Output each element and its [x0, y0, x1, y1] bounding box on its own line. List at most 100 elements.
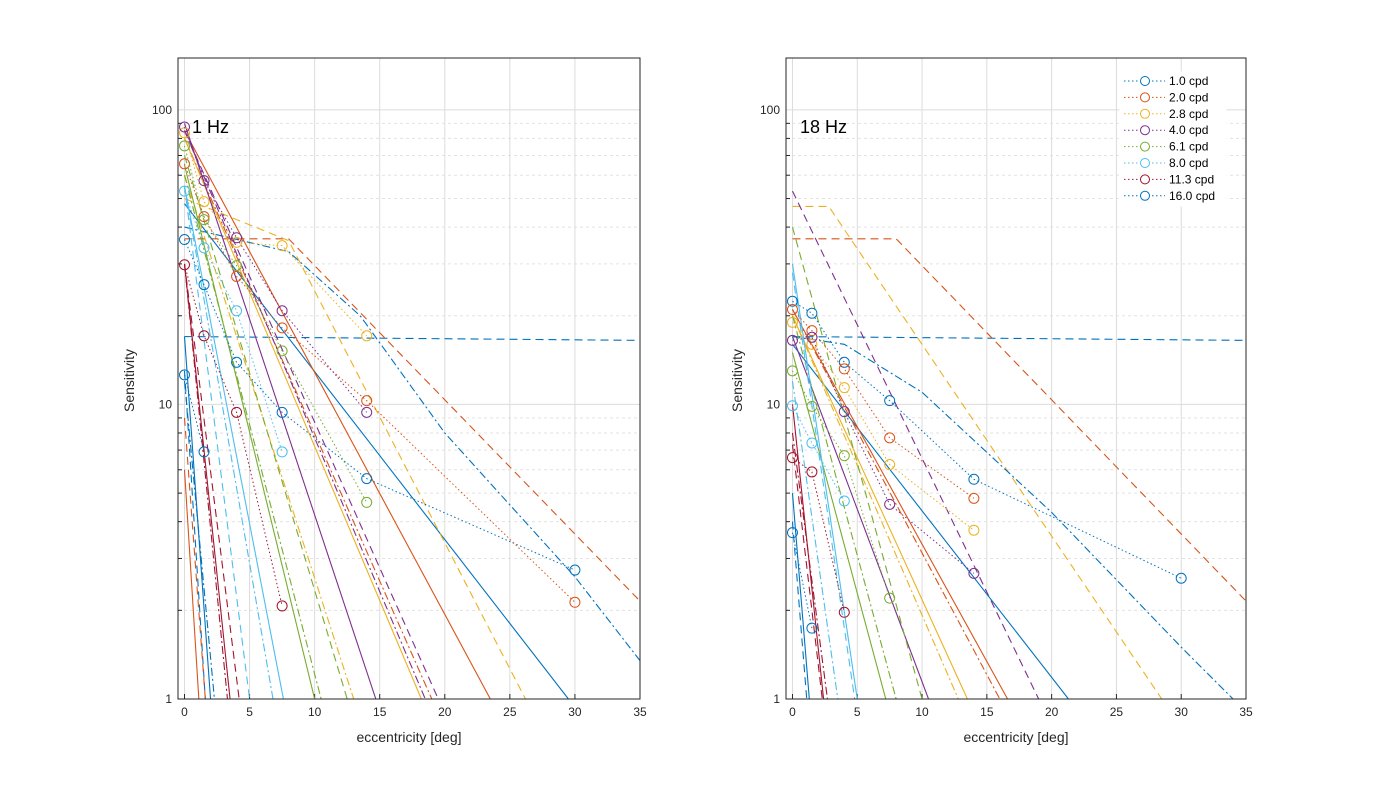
- model-line: [792, 336, 1246, 341]
- x-tick-label: 35: [633, 705, 647, 719]
- legend-marker: [1140, 108, 1150, 119]
- model-line: [183, 164, 316, 699]
- annotation-frequency: 18 Hz: [800, 117, 847, 137]
- axes-18hz: 1 10 100 0 5 10 15 20 25 30 35 18 Hz eccentricity [d…: [729, 57, 1253, 745]
- data-point: [786, 334, 798, 346]
- data-point: [838, 406, 850, 418]
- model-line: [183, 155, 348, 699]
- data-point: [786, 365, 798, 377]
- y-tick-label: 100: [760, 103, 780, 117]
- model-line: [183, 263, 240, 699]
- data-point: [198, 330, 210, 342]
- x-tick-label: 25: [1110, 705, 1124, 719]
- data-point: [968, 524, 980, 536]
- legend-item: 16.0 cpd: [1124, 189, 1215, 203]
- x-tick-label: 0: [181, 705, 188, 719]
- model-line: [183, 263, 229, 699]
- model-line: [791, 226, 923, 699]
- model-line: [183, 175, 355, 699]
- model-line: [184, 226, 640, 661]
- data-point: [806, 331, 818, 343]
- model-line: [791, 381, 839, 699]
- data-point: [806, 400, 818, 412]
- series-line: [184, 264, 283, 607]
- data-point: [806, 466, 818, 478]
- model-line: [791, 309, 1001, 699]
- model-line: [183, 123, 377, 699]
- series-line: [792, 457, 845, 613]
- model-line: [792, 343, 1069, 699]
- legend-item: 2.8 cpd: [1124, 107, 1208, 121]
- data-point: [1175, 572, 1187, 584]
- model-line: [183, 186, 274, 699]
- data-point: [179, 185, 191, 197]
- model-line: [791, 190, 1040, 699]
- model-line: [184, 198, 526, 699]
- model-line: [791, 272, 856, 699]
- data-point: [179, 140, 191, 152]
- data-point: [276, 240, 288, 252]
- data-point: [276, 322, 288, 334]
- data-point: [361, 330, 373, 342]
- data-point: [231, 305, 243, 317]
- legend-label: 11.3 cpd: [1169, 172, 1214, 186]
- legend-marker: [1140, 141, 1150, 152]
- model-line: [791, 352, 887, 699]
- legend-marker: [1140, 76, 1150, 86]
- model-line: [183, 336, 212, 699]
- data-point: [786, 400, 798, 412]
- data-point: [806, 622, 818, 634]
- data-point: [361, 406, 373, 418]
- data-point: [276, 345, 288, 357]
- model-line: [184, 130, 491, 699]
- data-point: [884, 498, 896, 510]
- data-point: [838, 606, 850, 618]
- axes-box: [177, 57, 641, 700]
- data-point: [968, 567, 980, 579]
- legend-item: 8.0 cpd: [1124, 156, 1208, 170]
- x-tick-label: 5: [854, 705, 861, 719]
- legend-item: 6.1 cpd: [1124, 140, 1208, 154]
- series-line: [184, 374, 205, 453]
- legend-item: 1.0 cpd: [1124, 74, 1208, 88]
- legend-label: 6.1 cpd: [1169, 140, 1208, 154]
- series-line: [184, 163, 576, 603]
- data-point: [231, 232, 243, 244]
- data-point: [838, 363, 850, 375]
- data-point: [838, 495, 850, 507]
- x-tick-label: 5: [246, 705, 253, 719]
- data-point: [786, 304, 798, 316]
- data-point: [884, 459, 896, 471]
- data-point: [276, 446, 288, 458]
- data-point: [198, 175, 210, 187]
- data-point: [198, 211, 210, 223]
- legend-label: 16.0 cpd: [1169, 189, 1215, 203]
- model-line: [184, 130, 426, 699]
- data-point: [198, 214, 210, 226]
- data-point: [838, 382, 850, 394]
- legend-marker: [1140, 92, 1150, 103]
- model-line: [791, 493, 810, 699]
- model-line: [183, 469, 200, 699]
- x-tick-label: 35: [1239, 705, 1253, 719]
- data-point: [569, 596, 581, 608]
- y-tick-label: 10: [767, 397, 781, 411]
- data-point: [231, 260, 243, 272]
- legend-marker: [1140, 190, 1150, 201]
- data-point: [198, 446, 210, 458]
- model-line: [792, 205, 1163, 699]
- series-line: [184, 145, 368, 503]
- data-point: [806, 437, 818, 449]
- x-tick-label: 20: [1045, 705, 1059, 719]
- data-point: [179, 259, 191, 271]
- legend-marker: [1140, 125, 1150, 136]
- data-point: [786, 527, 798, 539]
- annotation-frequency: 1 Hz: [192, 117, 229, 137]
- series-line: [184, 126, 368, 413]
- legend: 1.0 cpd 2.0 cpd 2.8 cpd 4.0 cpd 6.1 cpd 8.0 c…: [1119, 71, 1227, 207]
- plot-content: [179, 121, 640, 699]
- x-axis-label: eccentricity [deg]: [963, 729, 1068, 745]
- x-tick-label: 30: [568, 705, 582, 719]
- model-line: [791, 263, 858, 699]
